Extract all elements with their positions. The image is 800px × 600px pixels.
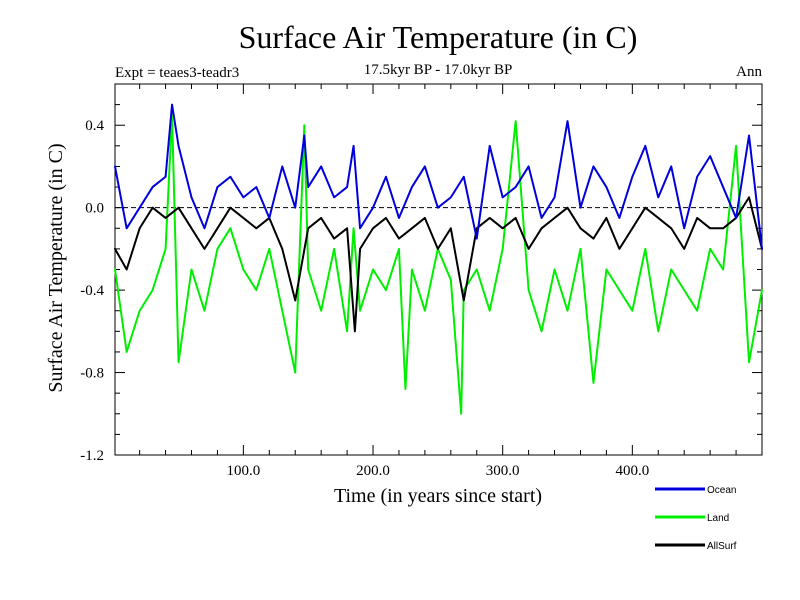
- legend-ocean-label: Ocean: [707, 485, 736, 496]
- legend-allsurf-label: AllSurf: [707, 541, 737, 552]
- y-axis-ticks: [115, 83, 762, 456]
- x-tick-label: 100.0: [226, 463, 260, 479]
- chart-title: Surface Air Temperature (in C): [239, 19, 638, 55]
- y-axis-label: Surface Air Temperature (in C): [45, 143, 67, 392]
- x-tick-label: 200.0: [356, 463, 390, 479]
- y-tick-label: -0.8: [80, 366, 104, 382]
- experiment-label: Expt = teaes3-teadr3: [115, 65, 239, 81]
- legend-land-label: Land: [707, 513, 729, 524]
- y-tick-label: 0.4: [85, 118, 104, 134]
- y-tick-label: 0.0: [85, 201, 104, 217]
- y-tick-label: -0.4: [80, 283, 104, 299]
- y-tick-label: -1.2: [80, 448, 104, 464]
- series-layer: [114, 103, 763, 415]
- x-axis-label: Time (in years since start): [334, 485, 542, 507]
- legend: Ocean Land AllSurf: [655, 485, 737, 552]
- plot-frame: [114, 83, 763, 456]
- x-tick-label: 300.0: [486, 463, 520, 479]
- x-axis-ticks: [139, 84, 763, 455]
- period-label: Ann: [736, 64, 762, 80]
- chart-subtitle: 17.5kyr BP - 17.0kyr BP: [364, 62, 513, 78]
- y-axis-tick-labels: -1.2 -0.8 -0.4 0.0 0.4: [80, 118, 104, 464]
- series-land-line: [114, 113, 763, 415]
- series-allsurf-line: [114, 196, 763, 333]
- x-axis-tick-labels: 100.0 200.0 300.0 400.0: [226, 463, 649, 479]
- x-tick-label: 400.0: [615, 463, 649, 479]
- series-ocean-line: [114, 103, 763, 250]
